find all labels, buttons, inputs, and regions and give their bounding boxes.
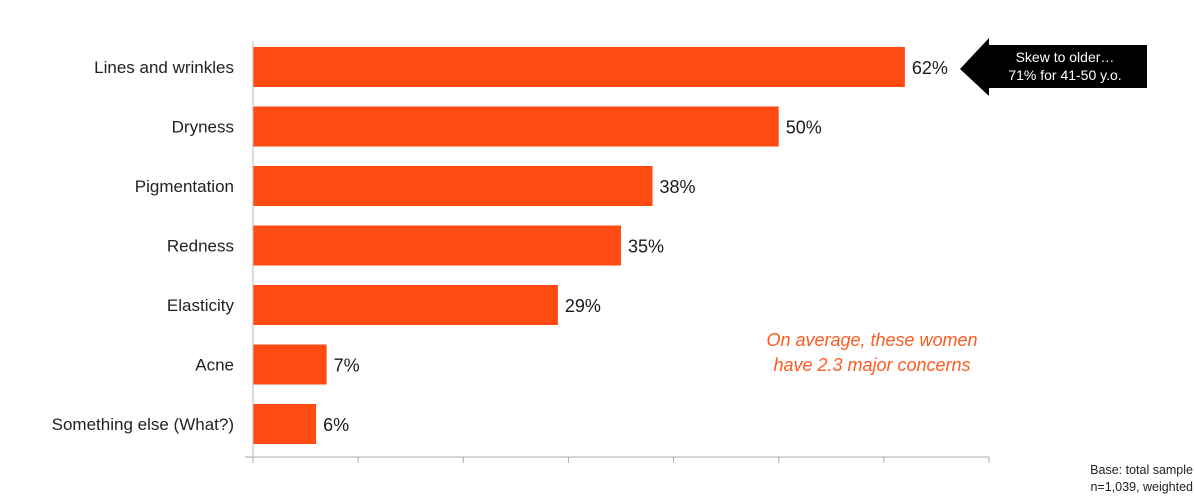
category-label: Redness [167,237,234,256]
annotation-line-2: have 2.3 major concerns [773,355,970,375]
value-label: 38% [660,177,696,197]
bars-layer [253,47,905,444]
callout-line-1: Skew to older… [1016,49,1115,65]
bar [253,225,621,266]
base-note-line-2: n=1,039, weighted [1090,480,1193,494]
category-labels: Lines and wrinkles Dryness Pigmentation Red… [52,58,235,434]
category-label: Elasticity [167,296,235,315]
value-label: 35% [628,237,664,257]
bar [253,106,779,147]
annotation-line-1: On average, these women [766,330,977,350]
bar [253,285,558,325]
category-label: Pigmentation [135,177,234,196]
category-label: Lines and wrinkles [94,58,234,77]
value-label: 6% [323,415,349,435]
base-note-line-1: Base: total sample [1090,463,1193,477]
value-label: 29% [565,296,601,316]
bar [253,344,327,385]
x-axis [245,41,990,463]
value-label: 50% [786,118,822,138]
average-annotation: On average, these women have 2.3 major c… [766,330,977,375]
callout-line-2: 71% for 41-50 y.o. [1008,67,1121,83]
category-label: Something else (What?) [52,415,234,434]
callout-arrow-shape [960,38,1147,96]
value-labels: 62% 50% 38% 35% 29% 7% 6% [323,58,948,435]
bar [253,166,653,206]
category-label: Acne [195,356,234,375]
category-label: Dryness [172,118,234,137]
bar [253,404,317,444]
bar [253,47,905,87]
base-note: Base: total sample n=1,039, weighted [1090,463,1193,494]
callout-box: Skew to older… 71% for 41-50 y.o. [960,38,1147,96]
value-label: 7% [334,356,360,376]
value-label: 62% [912,58,948,78]
